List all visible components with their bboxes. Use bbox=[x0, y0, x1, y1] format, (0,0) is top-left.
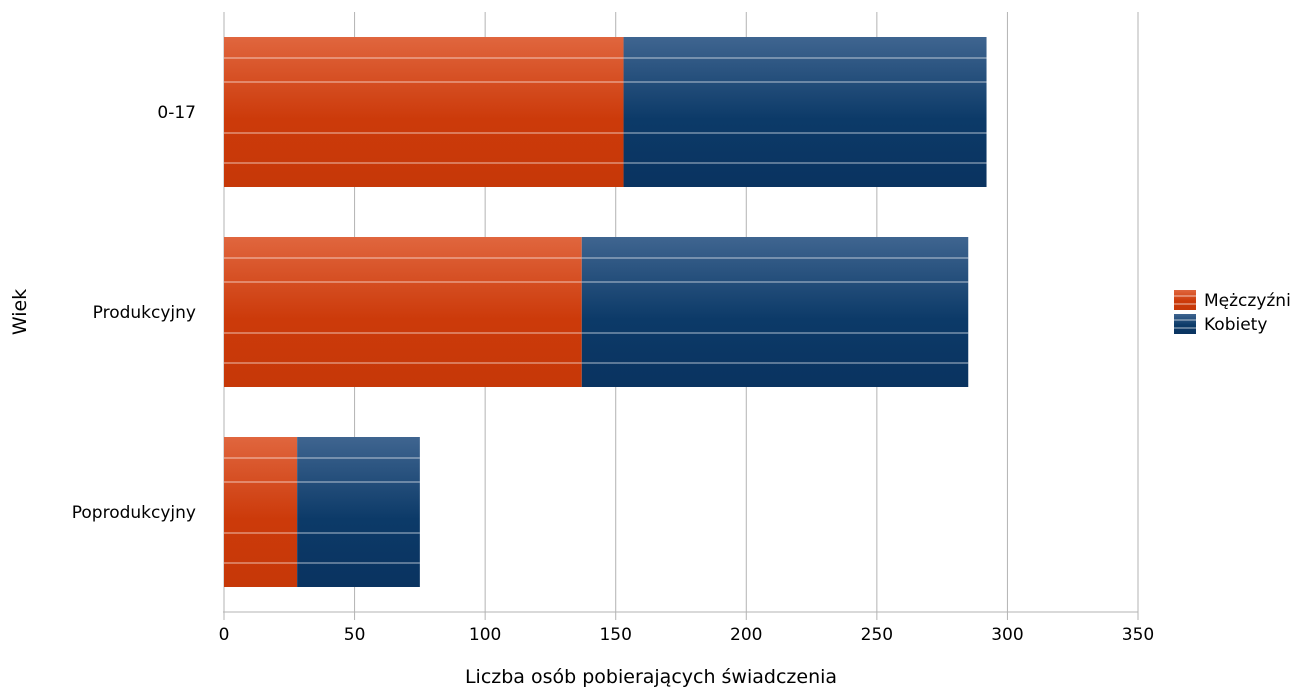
legend: Mężczyźni Kobiety bbox=[1174, 290, 1291, 335]
x-tick-label: 200 bbox=[730, 625, 762, 645]
y-category-labels: 0-17 Produkcyjny Poprodukcyjny bbox=[72, 103, 196, 523]
bars bbox=[224, 37, 987, 587]
y-category-label: Produkcyjny bbox=[93, 303, 196, 323]
x-tick-label: 100 bbox=[469, 625, 501, 645]
bar-segment bbox=[581, 237, 969, 387]
x-tick-label: 350 bbox=[1122, 625, 1154, 645]
y-category-label: Poprodukcyjny bbox=[72, 503, 196, 523]
x-tick-label: 300 bbox=[991, 625, 1023, 645]
x-axis-title: Liczba osób pobierających świadczenia bbox=[465, 666, 837, 688]
x-tick-label: 250 bbox=[861, 625, 893, 645]
x-tick-labels: 0 50 100 150 200 250 300 350 bbox=[219, 625, 1155, 645]
bar-segment bbox=[623, 37, 987, 187]
x-tick-label: 50 bbox=[344, 625, 366, 645]
legend-label: Kobiety bbox=[1204, 315, 1267, 335]
bar-segment bbox=[224, 37, 624, 187]
y-axis-title: Wiek bbox=[9, 289, 31, 335]
x-tick-label: 0 bbox=[219, 625, 230, 645]
legend-swatch bbox=[1174, 290, 1196, 310]
bar-segment bbox=[224, 437, 298, 587]
x-tick-label: 150 bbox=[599, 625, 631, 645]
legend-label: Mężczyźni bbox=[1204, 291, 1291, 311]
bar-segment bbox=[297, 437, 420, 587]
bar-segment bbox=[224, 237, 582, 387]
legend-swatch bbox=[1174, 314, 1196, 334]
y-category-label: 0-17 bbox=[157, 103, 196, 123]
